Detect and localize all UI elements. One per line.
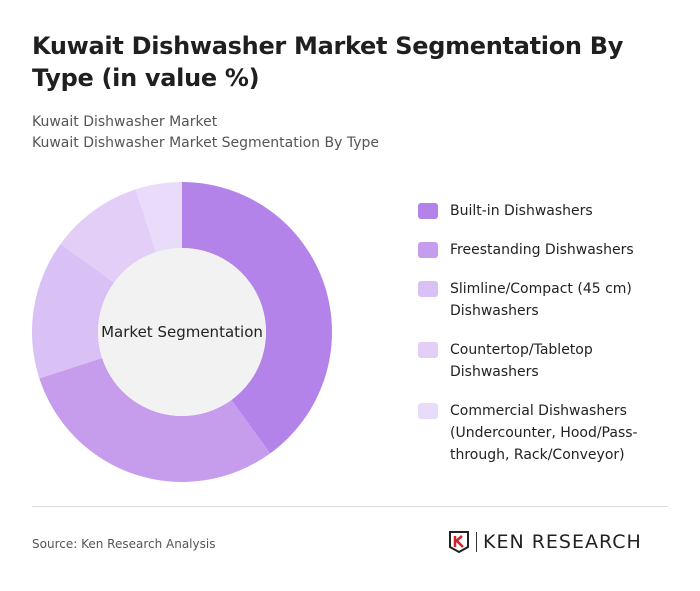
donut-slice [31,243,115,379]
donut-slice [135,182,182,253]
ken-logo-icon [449,531,469,554]
legend-swatch [418,342,438,358]
footer-divider [32,506,668,507]
legend-item: Slimline/Compact (45 cm) Dishwashers [418,278,678,322]
donut-slice [60,189,157,283]
donut-slice [39,357,271,482]
donut-hole [98,248,266,416]
logo-separator [476,532,477,552]
donut-slice [182,182,332,454]
legend-label: Slimline/Compact (45 cm) Dishwashers [450,281,632,319]
legend-label: Built-in Dishwashers [450,203,593,219]
chart-legend: Built-in Dishwashers Freestanding Dishwas… [418,200,678,483]
legend-swatch [418,203,438,219]
donut-center-label: Market Segmentation [101,323,263,341]
legend-swatch [418,242,438,258]
legend-item: Commercial Dishwashers (Undercounter, Ho… [418,400,678,466]
legend-item: Countertop/Tabletop Dishwashers [418,339,678,383]
ken-research-logo: KEN RESEARCH [448,530,642,554]
legend-label: Freestanding Dishwashers [450,242,634,258]
legend-label: Countertop/Tabletop Dishwashers [450,342,593,380]
legend-swatch [418,281,438,297]
legend-label: Commercial Dishwashers (Undercounter, Ho… [450,403,638,463]
subtitle-market: Kuwait Dishwasher Market [32,114,218,130]
legend-swatch [418,403,438,419]
subtitle-segmentation: Kuwait Dishwasher Market Segmentation By… [32,135,379,151]
legend-item: Freestanding Dishwashers [418,239,678,261]
page-title: Kuwait Dishwasher Market Segmentation By… [32,32,624,92]
legend-item: Built-in Dishwashers [418,200,678,222]
donut-chart [31,182,332,482]
logo-text: KEN RESEARCH [483,531,642,553]
source-note: Source: Ken Research Analysis [32,537,216,551]
